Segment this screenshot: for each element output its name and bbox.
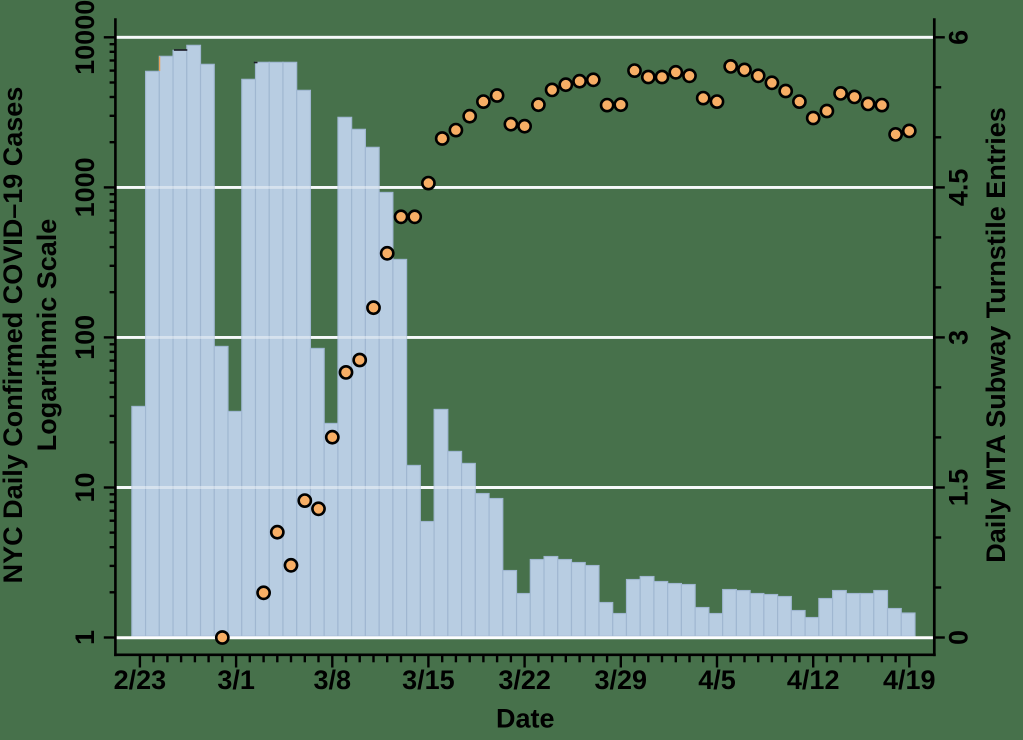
svg-text:Daily MTA Subway Turnstile Ent: Daily MTA Subway Turnstile Entries xyxy=(981,107,1011,563)
svg-text:4/12: 4/12 xyxy=(787,665,840,695)
svg-text:10: 10 xyxy=(70,472,100,502)
svg-text:1.5: 1.5 xyxy=(944,469,974,507)
svg-text:100: 100 xyxy=(70,315,100,360)
svg-text:Logarithmic Scale: Logarithmic Scale xyxy=(32,219,62,452)
svg-text:3/8: 3/8 xyxy=(314,665,352,695)
svg-text:Date: Date xyxy=(496,704,555,734)
svg-text:NYC Daily Confirmed COVID–19 C: NYC Daily Confirmed COVID–19 Cases xyxy=(0,87,28,584)
svg-text:1000: 1000 xyxy=(70,157,100,217)
svg-text:3: 3 xyxy=(944,330,974,345)
svg-text:4/19: 4/19 xyxy=(883,665,936,695)
svg-text:3/1: 3/1 xyxy=(217,665,255,695)
svg-text:0: 0 xyxy=(944,630,974,645)
svg-text:4/5: 4/5 xyxy=(698,665,736,695)
svg-text:2/23: 2/23 xyxy=(114,665,167,695)
svg-text:4.5: 4.5 xyxy=(944,169,974,207)
svg-text:3/29: 3/29 xyxy=(595,665,648,695)
svg-text:10000: 10000 xyxy=(70,0,100,75)
svg-text:1: 1 xyxy=(70,630,100,645)
svg-text:3/15: 3/15 xyxy=(402,665,455,695)
svg-text:6: 6 xyxy=(944,30,974,45)
svg-text:3/22: 3/22 xyxy=(498,665,551,695)
